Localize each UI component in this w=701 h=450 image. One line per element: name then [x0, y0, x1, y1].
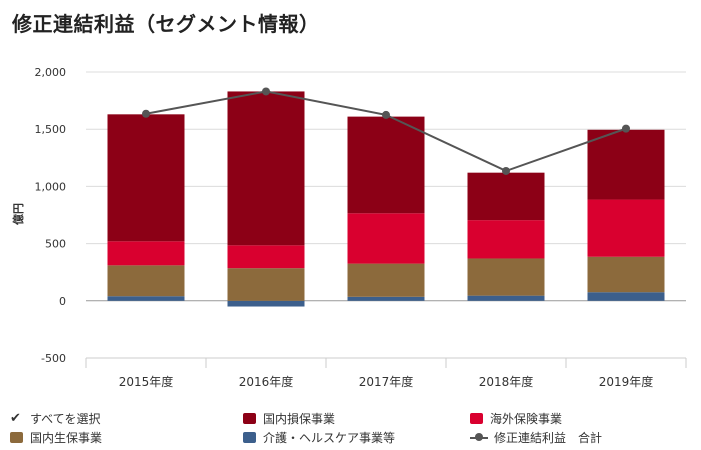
legend-label: 修正連結利益 合計 — [494, 430, 603, 445]
y-tick-label: 500 — [45, 238, 66, 251]
legend-item-nursing-healthcare[interactable]: 介護・ヘルスケア事業等 — [243, 428, 395, 446]
bar-segment — [467, 258, 545, 296]
legend: ✔ すべてを選択 国内損保事業 海外保険事業 国内生保事業 介護・ヘルスケア事業… — [0, 404, 701, 450]
total-line-point — [142, 109, 150, 118]
bar-segment — [347, 213, 425, 264]
legend-swatch — [243, 412, 256, 424]
legend-swatch — [10, 431, 23, 443]
legend-item-total[interactable]: 修正連結利益 合計 — [470, 428, 602, 446]
bar-segment — [347, 116, 425, 214]
bar-segment — [227, 300, 305, 307]
bar-segment — [587, 199, 665, 257]
legend-label: 介護・ヘルスケア事業等 — [263, 430, 396, 445]
chart-title: 修正連結利益（セグメント情報） — [12, 12, 320, 36]
check-icon: ✔ — [10, 410, 21, 426]
x-tick-label: 2018年度 — [479, 374, 534, 389]
bar-segment — [587, 292, 665, 301]
x-axis-labels: 2015年度 2016年度 2017年度 2018年度 2019年度 — [119, 374, 654, 389]
bar-segment — [347, 296, 425, 301]
legend-swatch — [470, 412, 483, 424]
legend-label: 国内損保事業 — [263, 411, 336, 426]
x-tick-label: 2019年度 — [599, 374, 654, 389]
legend-item-domestic-nonlife[interactable]: 国内損保事業 — [243, 409, 335, 427]
total-line-point — [622, 124, 630, 133]
bar-segment — [587, 256, 665, 293]
legend-item-overseas[interactable]: 海外保険事業 — [470, 409, 562, 427]
bar-segment — [467, 220, 545, 259]
legend-swatch — [243, 431, 256, 443]
total-line — [142, 87, 630, 175]
bar-segment — [227, 268, 305, 301]
legend-label: 国内生保事業 — [30, 430, 103, 445]
bar-segment — [467, 295, 545, 301]
y-axis-label: 億円 — [11, 203, 25, 225]
y-tick-label: 0 — [59, 295, 66, 308]
total-line-point — [262, 87, 270, 96]
bar-segment — [467, 172, 545, 221]
y-tick-label: 1,500 — [35, 123, 67, 136]
bar-segment — [227, 245, 305, 269]
y-tick-label: -500 — [41, 352, 66, 365]
total-line-point — [382, 110, 390, 119]
line-marker-icon — [470, 432, 488, 443]
x-tick-label: 2016年度 — [239, 374, 294, 389]
bar-segment — [107, 241, 185, 266]
bar-series — [107, 91, 665, 307]
legend-item-domestic-life[interactable]: 国内生保事業 — [10, 428, 102, 446]
y-tick-label: 1,000 — [35, 180, 67, 193]
legend-label: 海外保険事業 — [490, 411, 563, 426]
chart-area: -500 0 500 1,000 1,500 2,000 2015年度 2016年度 2017… — [11, 66, 687, 389]
x-tick-label: 2017年度 — [359, 374, 414, 389]
bar-segment — [587, 129, 665, 200]
bar-segment — [107, 114, 185, 242]
bar-segment — [107, 265, 185, 297]
bar-segment — [347, 263, 425, 297]
x-tick-label: 2015年度 — [119, 374, 174, 389]
bar-segment — [107, 296, 185, 301]
select-all-toggle[interactable]: ✔ すべてを選択 — [10, 409, 100, 427]
y-tick-label: 2,000 — [35, 66, 67, 79]
bar-segment — [227, 91, 305, 246]
total-line-point — [502, 166, 510, 175]
y-axis-ticks: -500 0 500 1,000 1,500 2,000 — [35, 66, 67, 365]
select-all-label: すべてを選択 — [30, 411, 101, 426]
